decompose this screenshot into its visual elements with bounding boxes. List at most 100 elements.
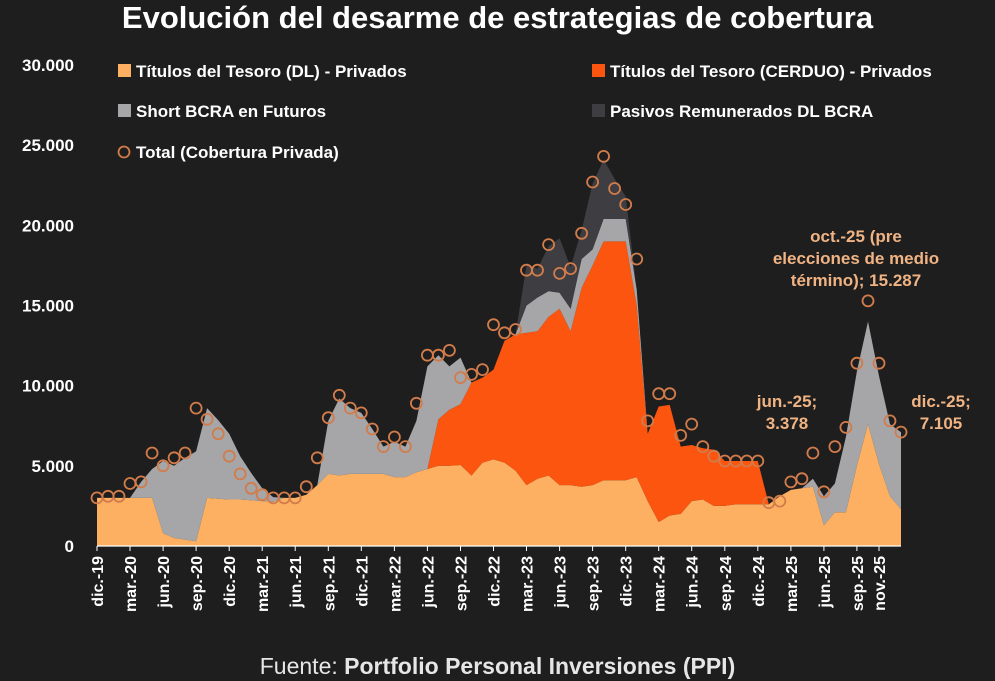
total-marker <box>663 387 677 401</box>
total-marker <box>773 494 787 508</box>
total-marker <box>707 449 721 463</box>
total-marker <box>376 440 390 454</box>
total-marker <box>343 401 357 415</box>
legend-label: Total (Cobertura Privada) <box>136 143 339 162</box>
legend-swatch <box>118 64 131 77</box>
total-marker <box>696 440 710 454</box>
x-tick-label: sep.-23 <box>586 556 603 611</box>
legend-marker <box>117 145 131 159</box>
legend-swatch <box>118 104 131 117</box>
annotation-label: oct.-25 (pre <box>810 227 902 246</box>
area-series-cerduo <box>97 241 901 542</box>
total-marker <box>288 491 302 505</box>
total-marker <box>354 406 368 420</box>
total-marker <box>465 367 478 381</box>
total-marker <box>398 440 412 454</box>
total-marker <box>806 446 820 460</box>
legend: Títulos del Tesoro (DL) - Privados Título… <box>117 62 932 162</box>
legend-label: Títulos del Tesoro (CERDUO) - Privados <box>610 62 932 81</box>
y-tick-label: 20.000 <box>22 216 74 235</box>
annotation-label: 7.105 <box>920 414 963 433</box>
total-markers <box>90 149 908 510</box>
total-marker <box>332 388 346 402</box>
legend-label: Títulos del Tesoro (DL) - Privados <box>136 62 407 81</box>
total-marker <box>123 477 137 490</box>
y-tick-label: 25.000 <box>22 136 74 155</box>
annotations: oct.-25 (pre elecciones de medio término);… <box>756 227 971 433</box>
x-tick-label: sep.-20 <box>189 556 206 611</box>
total-marker <box>409 396 423 410</box>
source-name: Portfolio Personal Inversiones (PPI) <box>344 653 736 679</box>
total-marker <box>156 459 170 473</box>
total-marker <box>310 451 324 465</box>
total-marker <box>894 425 908 439</box>
total-marker <box>321 411 335 425</box>
total-marker <box>839 420 853 434</box>
total-marker <box>597 149 610 163</box>
annotation-label: dic.-25; <box>911 392 971 411</box>
x-tick-label: mar.-22 <box>387 556 404 612</box>
total-marker <box>619 198 633 211</box>
annotation-label: 3.378 <box>766 414 809 433</box>
x-tick-label: jun.-24 <box>685 556 702 609</box>
y-tick-label: 5.000 <box>31 457 74 476</box>
x-tick-label: sep.-22 <box>454 556 471 611</box>
total-marker <box>817 485 831 499</box>
total-marker <box>189 401 203 415</box>
x-tick-label: sep.-21 <box>321 556 338 611</box>
x-tick-label: dic.-21 <box>354 556 371 607</box>
total-marker <box>872 356 886 370</box>
x-tick-label: dic.-24 <box>751 556 768 607</box>
total-marker <box>652 387 666 401</box>
total-marker <box>476 363 489 377</box>
x-tick-label: jun.-23 <box>553 556 570 609</box>
x-tick-label: jun.-22 <box>420 556 437 609</box>
x-tick-label: jun.-21 <box>288 556 305 609</box>
total-marker <box>608 182 621 195</box>
total-marker <box>233 467 247 481</box>
total-marker <box>586 175 599 189</box>
x-tick-label: sep.-25 <box>850 556 867 611</box>
legend-label: Short BCRA en Futuros <box>136 102 326 121</box>
total-marker <box>861 294 875 308</box>
total-marker <box>630 252 644 266</box>
x-tick-label: nov.-25 <box>872 556 889 611</box>
x-tick-label: mar.-24 <box>652 556 669 612</box>
x-tick-label: mar.-23 <box>520 556 537 612</box>
total-marker <box>883 414 897 428</box>
total-marker <box>200 412 214 426</box>
total-marker <box>145 446 159 460</box>
y-tick-label: 10.000 <box>22 377 74 396</box>
total-marker <box>828 440 842 454</box>
total-marker <box>134 475 148 489</box>
total-marker <box>420 348 434 362</box>
total-marker <box>431 348 445 362</box>
total-marker <box>531 263 544 277</box>
total-marker <box>299 480 313 494</box>
total-marker <box>167 451 181 465</box>
x-tick-label: mar.-25 <box>784 556 801 612</box>
annotation-label: término); 15.287 <box>791 271 921 290</box>
source-prefix: Fuente: <box>259 653 345 679</box>
axes: 0 5.000 10.000 15.000 20.000 25.000 30.000 dic.… <box>22 56 901 612</box>
x-tick-label: sep.-24 <box>718 556 735 611</box>
total-marker <box>387 430 401 444</box>
y-tick-label: 0 <box>65 537 74 556</box>
y-tick-label: 15.000 <box>22 297 74 316</box>
total-marker <box>442 343 456 357</box>
total-marker <box>795 472 809 486</box>
total-marker <box>365 422 379 436</box>
total-marker <box>542 238 555 252</box>
total-marker <box>487 318 500 332</box>
total-marker <box>244 481 258 495</box>
total-marker <box>850 356 864 370</box>
legend-swatch <box>592 64 605 77</box>
x-tick-label: jun.-20 <box>156 556 173 609</box>
x-tick-label: dic.-22 <box>487 556 504 607</box>
annotation-label: elecciones de medio <box>773 249 939 268</box>
total-marker <box>178 446 192 460</box>
y-tick-label: 30.000 <box>22 56 74 75</box>
total-marker <box>685 417 699 431</box>
total-marker <box>641 414 655 428</box>
